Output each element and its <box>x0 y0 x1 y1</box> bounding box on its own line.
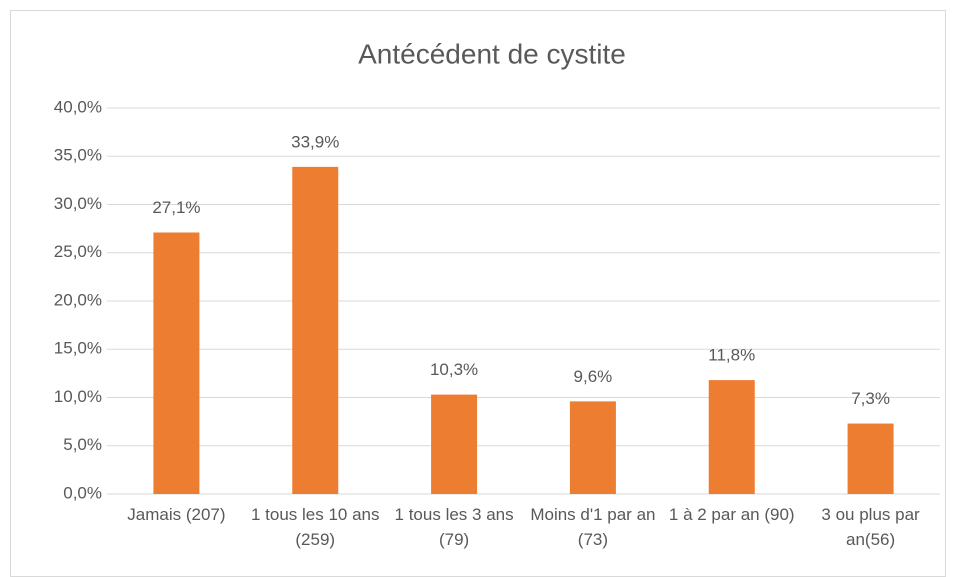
y-tick-label: 35,0% <box>54 146 102 165</box>
x-tick-label: Jamais (207) <box>127 505 226 524</box>
data-label: 7,3% <box>851 389 890 408</box>
y-tick-label: 40,0% <box>54 97 102 116</box>
y-tick-label: 20,0% <box>54 290 102 309</box>
x-tick-label: 1 à 2 par an (90) <box>668 505 795 524</box>
data-label: 27,1% <box>152 198 200 217</box>
data-label: 10,3% <box>430 360 478 379</box>
y-tick-label: 15,0% <box>54 339 102 358</box>
bar <box>708 380 755 494</box>
y-tick-label: 10,0% <box>54 387 102 406</box>
chart-title: Antécédent de cystite <box>358 38 626 69</box>
bar <box>847 423 894 494</box>
y-tick-label: 5,0% <box>63 435 102 454</box>
data-label: 11,8% <box>708 346 755 365</box>
chart-border <box>10 10 946 577</box>
bar <box>569 401 616 494</box>
x-tick-label: 1 tous les 3 ans (79) <box>394 505 514 549</box>
x-tick-label: Moins d'1 par an (73) <box>530 505 656 549</box>
data-label: 9,6% <box>574 367 613 386</box>
y-tick-label: 30,0% <box>54 194 102 213</box>
y-tick-label: 0,0% <box>63 483 102 502</box>
y-tick-label: 25,0% <box>54 242 102 261</box>
bar <box>431 394 478 494</box>
bar <box>292 166 339 495</box>
bar <box>153 232 200 495</box>
x-tick-label: 1 tous les 10 ans (259) <box>250 505 380 549</box>
x-tick-label: 3 ou plus par an(56) <box>821 505 920 549</box>
data-label: 33,9% <box>291 132 339 151</box>
